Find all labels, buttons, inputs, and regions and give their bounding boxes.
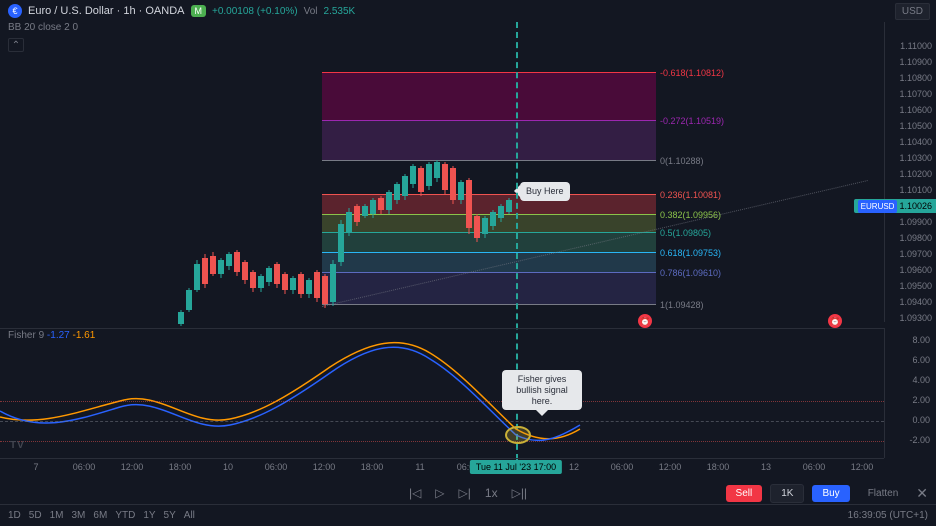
clock: 16:39:05 (UTC+1) — [848, 510, 928, 521]
time-tick: 12:00 — [121, 462, 144, 472]
price-tick: 1.09700 — [899, 249, 932, 259]
skip-back-button[interactable]: |◁ — [409, 486, 421, 500]
time-tick: 06:00 — [611, 462, 634, 472]
timeframe-1d[interactable]: 1D — [8, 510, 21, 521]
step-button[interactable]: ▷| — [459, 486, 471, 500]
quantity-field[interactable]: 1K — [770, 484, 804, 503]
timeframe-1m[interactable]: 1M — [50, 510, 64, 521]
time-tick: 13 — [761, 462, 771, 472]
indicator-tick: 4.00 — [912, 375, 930, 385]
candlestick-series — [0, 22, 884, 322]
price-tick: 1.10400 — [899, 137, 932, 147]
timeframe-5y[interactable]: 5Y — [164, 510, 176, 521]
sell-button[interactable]: Sell — [726, 485, 763, 502]
timeframe-6m[interactable]: 6M — [93, 510, 107, 521]
indicator-tick: 8.00 — [912, 335, 930, 345]
time-tick: 18:00 — [169, 462, 192, 472]
speed-button[interactable]: 1x — [485, 486, 498, 500]
time-tick: 12:00 — [313, 462, 336, 472]
indicator-tick: 6.00 — [912, 355, 930, 365]
price-tick: 1.10900 — [899, 57, 932, 67]
symbol-title[interactable]: Euro / U.S. Dollar · 1h · OANDA — [28, 5, 185, 17]
market-status-badge: M — [191, 5, 207, 17]
price-tick: 1.10700 — [899, 89, 932, 99]
fisher-signal-callout: Fisher gives bullish signal here. — [502, 370, 582, 410]
tradingview-logo: TV — [10, 440, 25, 451]
play-button[interactable]: ▷ — [435, 486, 444, 500]
time-tick: 10 — [223, 462, 233, 472]
indicator-threshold — [0, 441, 884, 442]
indicator-tick: -2.00 — [909, 435, 930, 445]
buy-here-callout: Buy Here — [520, 182, 570, 201]
indicator-zero-line — [0, 421, 884, 422]
timeframe-3m[interactable]: 3M — [72, 510, 86, 521]
flatten-button[interactable]: Flatten — [858, 485, 909, 502]
price-tick: 1.10500 — [899, 121, 932, 131]
playback-bar: |◁ ▷ ▷| 1x ▷|| Sell 1K Buy Flatten ✕ — [0, 482, 936, 504]
price-change: +0.00108 (+0.10%) — [212, 6, 298, 17]
time-tick: 18:00 — [361, 462, 384, 472]
alarm-icon[interactable]: ⏰ — [638, 314, 652, 328]
current-time-label: Tue 11 Jul '23 17:00 — [470, 460, 562, 474]
playback-controls: |◁ ▷ ▷| 1x ▷|| — [409, 486, 527, 500]
bottom-bar: 1D 5D 1M 3M 6M YTD 1Y 5Y All 16:39:05 (UTC+1) — [0, 504, 936, 526]
price-tick: 1.10200 — [899, 169, 932, 179]
price-tick: 1.09300 — [899, 313, 932, 323]
fisher-indicator-pane[interactable] — [0, 328, 884, 458]
time-tick: 18:00 — [707, 462, 730, 472]
time-tick: 11 — [415, 462, 424, 472]
close-panel-button[interactable]: ✕ — [916, 485, 928, 502]
timeframe-1y[interactable]: 1Y — [143, 510, 155, 521]
indicator-axis[interactable]: 8.00 6.00 4.00 2.00 0.00 -2.00 — [884, 328, 936, 458]
timeframe-list: 1D 5D 1M 3M 6M YTD 1Y 5Y All — [8, 510, 195, 521]
indicator-tick: 0.00 — [912, 415, 930, 425]
price-tick: 1.09800 — [899, 233, 932, 243]
trade-controls: Sell 1K Buy Flatten ✕ — [726, 484, 928, 503]
top-bar: € Euro / U.S. Dollar · 1h · OANDA M +0.0… — [0, 0, 936, 22]
timeframe-5d[interactable]: 5D — [29, 510, 42, 521]
alarm-icon[interactable]: ⏰ — [828, 314, 842, 328]
price-tick: 1.10100 — [899, 185, 932, 195]
price-tick: 1.10800 — [899, 73, 932, 83]
price-tick: 1.09400 — [899, 297, 932, 307]
currency-selector[interactable]: USD — [895, 3, 930, 20]
time-tick: 12 — [569, 462, 579, 472]
time-tick: 06:00 — [265, 462, 288, 472]
fisher-lines — [0, 329, 884, 459]
indicator-threshold — [0, 401, 884, 402]
time-tick: 06:00 — [73, 462, 96, 472]
price-tick: 1.09900 — [899, 217, 932, 227]
time-tick: 06:00 — [803, 462, 826, 472]
price-tick: 1.10300 — [899, 153, 932, 163]
volume-label: Vol — [304, 6, 318, 17]
symbol-icon: € — [8, 4, 22, 18]
volume-value: 2.535K — [324, 6, 356, 17]
timeframe-all[interactable]: All — [184, 510, 195, 521]
time-tick: 12:00 — [851, 462, 874, 472]
price-axis[interactable]: 1.11000 1.10900 1.10800 1.10700 1.10600 1.105… — [884, 22, 936, 322]
time-tick: 7 — [33, 462, 38, 472]
timeframe-ytd[interactable]: YTD — [115, 510, 135, 521]
indicator-tick: 2.00 — [912, 395, 930, 405]
time-axis[interactable]: 7 06:00 12:00 18:00 10 06:00 12:00 18:00 11 06:00… — [0, 458, 884, 476]
price-tick: 1.09500 — [899, 281, 932, 291]
time-tick: 12:00 — [659, 462, 682, 472]
price-tick: 1.11000 — [900, 41, 932, 51]
buy-button[interactable]: Buy — [812, 485, 849, 502]
price-tick: 1.10600 — [899, 105, 932, 115]
price-tick: 1.09600 — [899, 265, 932, 275]
forward-button[interactable]: ▷|| — [512, 486, 527, 500]
main-chart[interactable]: -0.618(1.10812)-0.272(1.10519)0(1.10288)… — [0, 22, 884, 322]
fisher-signal-marker — [505, 426, 531, 444]
